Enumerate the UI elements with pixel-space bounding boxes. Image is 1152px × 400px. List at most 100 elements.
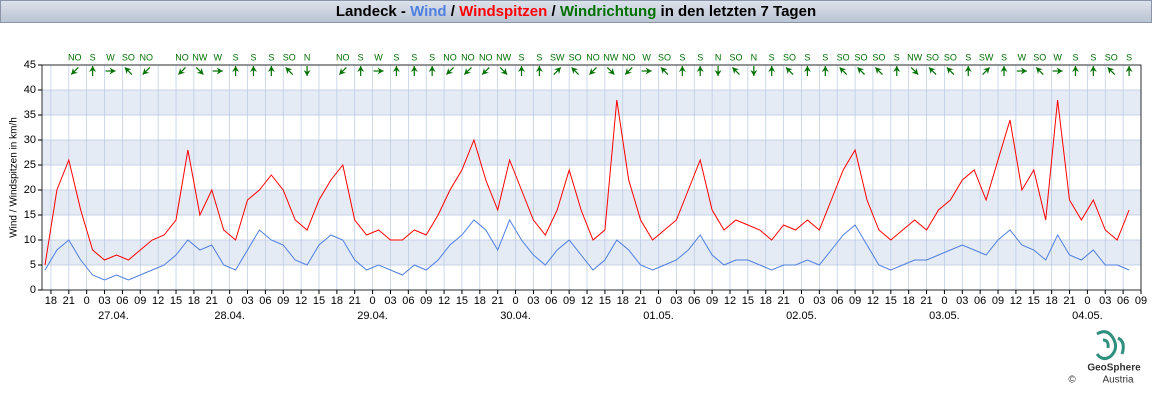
direction-arrow [303, 66, 311, 76]
direction-label: S [268, 52, 274, 62]
direction-label: S [894, 52, 900, 62]
direction-label: NW [907, 52, 922, 62]
direction-label: S [1126, 52, 1132, 62]
direction-arrow [624, 67, 633, 75]
arrow-head [196, 67, 204, 75]
arrow-head [803, 66, 811, 72]
arrow-head [645, 67, 652, 75]
direction-label: S [1001, 52, 1007, 62]
series-line [44, 99, 1130, 266]
date-label: 04.05. [1072, 310, 1103, 322]
direction-label: NO [175, 52, 189, 62]
direction-arrow [142, 67, 151, 75]
direction-arrow [124, 67, 133, 75]
x-tick-label: 03 [670, 295, 682, 307]
direction-arrow [606, 67, 615, 75]
grid-band [42, 140, 1141, 165]
arrow-head [554, 67, 561, 75]
y-tick-label: 20 [24, 184, 36, 196]
direction-label: NO [622, 52, 636, 62]
direction-arrow [1107, 67, 1116, 75]
direction-arrow [446, 67, 454, 75]
direction-label: N [751, 52, 758, 62]
date-label: 03.05. [929, 310, 960, 322]
title-part: Landeck - [336, 3, 410, 20]
x-tick-label: 15 [456, 295, 468, 307]
x-tick-label: 21 [349, 295, 361, 307]
direction-label: S [769, 52, 775, 62]
grid-band [42, 240, 1141, 265]
x-tick-label: 06 [116, 295, 128, 307]
arrow-head [535, 66, 543, 72]
direction-arrow [499, 67, 508, 75]
direction-label: S [822, 52, 828, 62]
x-tick-label: 0 [512, 295, 518, 307]
x-tick-label: 21 [206, 295, 218, 307]
x-tick-label: 06 [545, 295, 557, 307]
x-tick-label: 21 [1063, 295, 1075, 307]
arrow-head [339, 67, 346, 75]
arrow-head [249, 66, 257, 72]
x-tick-label: 0 [941, 295, 947, 307]
direction-arrow [428, 66, 436, 76]
x-tick-label: 09 [420, 295, 432, 307]
y-tick-label: 15 [24, 209, 36, 221]
direction-label: S [411, 52, 417, 62]
arrow-head [410, 66, 418, 72]
direction-arrow [928, 67, 937, 75]
direction-arrow [964, 66, 972, 76]
direction-label: S [1090, 52, 1096, 62]
direction-arrow [338, 67, 347, 75]
direction-arrow [785, 67, 794, 75]
x-tick-label: 15 [170, 295, 182, 307]
direction-arrow [357, 66, 365, 76]
direction-label: S [393, 52, 399, 62]
direction-label: W [1053, 52, 1062, 62]
y-tick-label: 25 [24, 159, 36, 171]
direction-label: NW [496, 52, 511, 62]
date-label: 02.05. [786, 310, 817, 322]
x-tick-label: 09 [706, 295, 718, 307]
direction-label: S [519, 52, 525, 62]
direction-label: NW [603, 52, 618, 62]
y-tick-label: 40 [24, 84, 36, 96]
arrow-head [142, 67, 150, 75]
arrow-head [768, 66, 776, 72]
direction-arrow [1035, 67, 1044, 75]
y-tick-label: 35 [24, 109, 36, 121]
direction-label: SO [783, 52, 796, 62]
direction-arrow [839, 67, 848, 75]
direction-arrow [410, 66, 418, 76]
x-tick-label: 15 [885, 295, 897, 307]
arrow-head [1036, 67, 1043, 75]
arrow-head [946, 67, 954, 75]
direction-arrow [821, 66, 829, 76]
x-tick-label: 18 [45, 295, 57, 307]
arrow-head [518, 66, 526, 72]
direction-label: SO [944, 52, 957, 62]
direction-arrow [750, 66, 758, 76]
arrow-head [607, 67, 615, 75]
date-label: 27.04. [98, 310, 129, 322]
x-tick-label: 21 [63, 295, 75, 307]
x-tick-label: 12 [724, 295, 736, 307]
arrow-head [303, 70, 311, 76]
direction-label: NW [192, 52, 207, 62]
arrow-head [1107, 67, 1115, 75]
x-tick-label: 09 [1135, 295, 1147, 307]
direction-arrow [1016, 67, 1027, 75]
x-tick-label: 18 [474, 295, 486, 307]
direction-label: W [213, 52, 222, 62]
direction-arrow [481, 67, 490, 75]
arrow-head [625, 67, 632, 75]
x-tick-label: 06 [1117, 295, 1129, 307]
direction-label: NO [586, 52, 600, 62]
arrow-head [446, 67, 454, 75]
direction-arrow [589, 67, 597, 75]
x-tick-label: 0 [227, 295, 233, 307]
direction-label: S [965, 52, 971, 62]
arrow-head [911, 67, 919, 75]
x-tick-label: 21 [492, 295, 504, 307]
x-tick-label: 15 [742, 295, 754, 307]
logo: GeoSphere Austria © [1068, 330, 1141, 386]
